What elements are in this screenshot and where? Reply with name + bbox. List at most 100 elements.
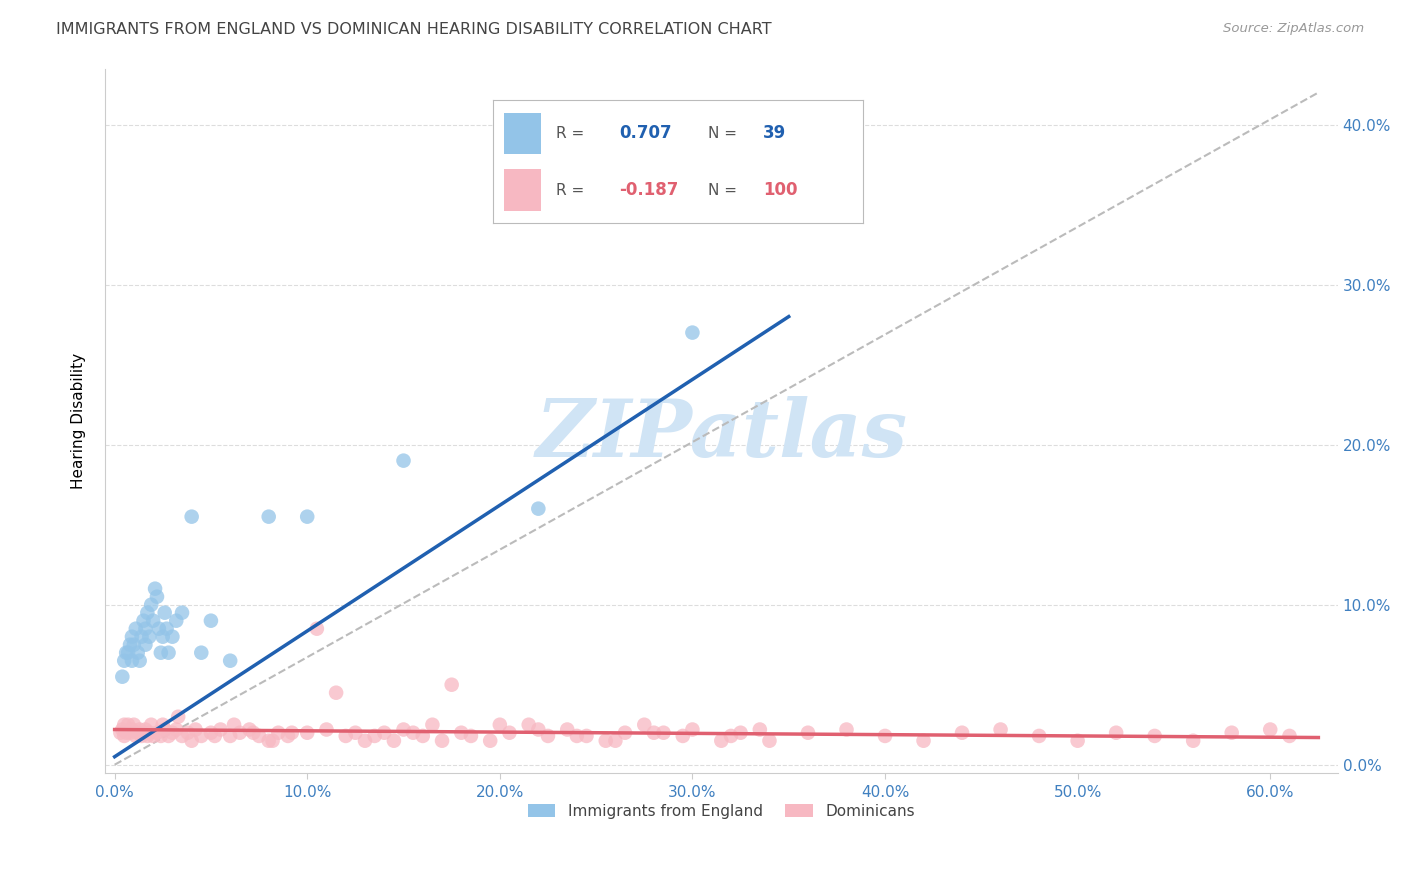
Point bbox=[219, 654, 242, 668]
Point bbox=[1258, 723, 1281, 737]
Point bbox=[134, 723, 156, 737]
Point bbox=[146, 725, 169, 739]
Point bbox=[165, 723, 187, 737]
Point bbox=[354, 733, 377, 747]
Point bbox=[125, 622, 148, 636]
Point bbox=[128, 654, 150, 668]
Point bbox=[720, 729, 742, 743]
Point bbox=[146, 590, 169, 604]
Point bbox=[131, 630, 153, 644]
Point bbox=[382, 733, 405, 747]
Point bbox=[128, 723, 150, 737]
Point bbox=[315, 723, 337, 737]
Point bbox=[209, 723, 232, 737]
Point bbox=[595, 733, 617, 747]
Point bbox=[127, 646, 149, 660]
Point bbox=[153, 723, 176, 737]
Point bbox=[152, 630, 174, 644]
Point bbox=[111, 723, 134, 737]
Point bbox=[479, 733, 502, 747]
Point bbox=[142, 614, 165, 628]
Point bbox=[112, 654, 135, 668]
Point bbox=[149, 646, 172, 660]
Point bbox=[297, 509, 319, 524]
Point bbox=[797, 725, 820, 739]
Point bbox=[363, 729, 385, 743]
Point bbox=[143, 582, 166, 596]
Point bbox=[325, 686, 347, 700]
Point bbox=[335, 729, 357, 743]
Point bbox=[118, 725, 141, 739]
Point bbox=[565, 729, 588, 743]
Point bbox=[672, 729, 695, 743]
Point bbox=[267, 725, 290, 739]
Point bbox=[422, 717, 444, 731]
Point bbox=[136, 729, 159, 743]
Point bbox=[873, 729, 896, 743]
Point bbox=[180, 509, 202, 524]
Point bbox=[537, 729, 560, 743]
Point bbox=[115, 725, 138, 739]
Point bbox=[710, 733, 733, 747]
Point bbox=[156, 622, 179, 636]
Point bbox=[111, 670, 134, 684]
Point bbox=[498, 725, 520, 739]
Point bbox=[373, 725, 395, 739]
Point bbox=[412, 729, 434, 743]
Text: ZIPatlas: ZIPatlas bbox=[536, 396, 907, 474]
Point bbox=[605, 733, 627, 747]
Point bbox=[257, 509, 280, 524]
Point bbox=[112, 717, 135, 731]
Point bbox=[162, 630, 184, 644]
Point bbox=[262, 733, 284, 747]
Point bbox=[170, 606, 193, 620]
Point bbox=[633, 717, 655, 731]
Point bbox=[1220, 725, 1243, 739]
Point bbox=[1182, 733, 1205, 747]
Point bbox=[180, 733, 202, 747]
Point bbox=[652, 725, 675, 739]
Point bbox=[758, 733, 780, 747]
Point bbox=[118, 638, 141, 652]
Point bbox=[614, 725, 637, 739]
Point bbox=[242, 725, 264, 739]
Point bbox=[402, 725, 425, 739]
Point bbox=[152, 717, 174, 731]
Point bbox=[131, 729, 153, 743]
Point bbox=[950, 725, 973, 739]
Point bbox=[112, 729, 135, 743]
Point bbox=[125, 729, 148, 743]
Point bbox=[681, 326, 703, 340]
Point bbox=[344, 725, 367, 739]
Point bbox=[1143, 729, 1166, 743]
Point bbox=[204, 729, 226, 743]
Point bbox=[162, 725, 184, 739]
Point bbox=[117, 646, 139, 660]
Point bbox=[141, 598, 163, 612]
Legend: Immigrants from England, Dominicans: Immigrants from England, Dominicans bbox=[522, 797, 921, 825]
Point bbox=[643, 725, 665, 739]
Point bbox=[297, 725, 319, 739]
Point bbox=[115, 646, 138, 660]
Point bbox=[835, 723, 858, 737]
Point bbox=[277, 729, 299, 743]
Point bbox=[190, 729, 212, 743]
Point bbox=[138, 725, 160, 739]
Point bbox=[141, 717, 163, 731]
Point bbox=[127, 725, 149, 739]
Point bbox=[200, 725, 222, 739]
Point bbox=[110, 725, 132, 739]
Point bbox=[748, 723, 770, 737]
Point bbox=[527, 723, 550, 737]
Point bbox=[148, 622, 170, 636]
Point bbox=[681, 723, 703, 737]
Point bbox=[167, 709, 190, 723]
Point bbox=[990, 723, 1012, 737]
Point bbox=[392, 723, 415, 737]
Point bbox=[488, 717, 510, 731]
Point bbox=[440, 678, 463, 692]
Point bbox=[165, 614, 187, 628]
Point bbox=[132, 725, 155, 739]
Point bbox=[257, 733, 280, 747]
Point bbox=[305, 622, 328, 636]
